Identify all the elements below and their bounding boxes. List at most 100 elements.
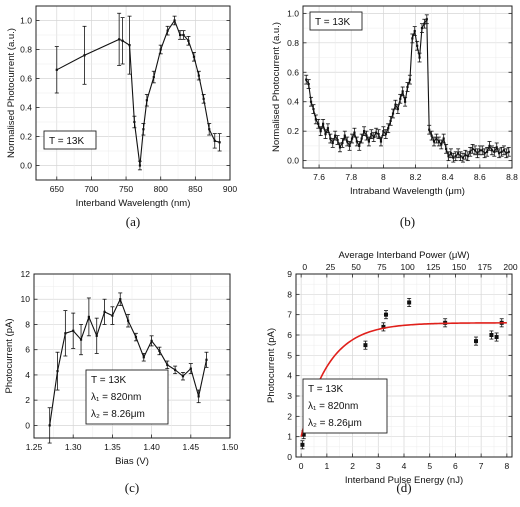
x-tick-label: 8	[504, 461, 509, 471]
data-point	[447, 155, 450, 158]
data-point	[375, 131, 378, 134]
data-point	[411, 37, 414, 40]
data-point	[490, 149, 494, 152]
data-point	[407, 300, 412, 305]
data-point	[331, 141, 334, 145]
data-point	[372, 135, 375, 139]
data-point	[381, 324, 386, 329]
data-point	[489, 333, 494, 337]
data-point	[471, 147, 474, 150]
data-point	[334, 134, 337, 137]
x-tick-label: 850	[188, 184, 202, 194]
x2-tick-label: 100	[401, 262, 415, 272]
y-tick-label: 5	[287, 350, 292, 360]
y-tick-label: 8	[25, 319, 30, 329]
x-tick-label: 4	[402, 461, 407, 471]
data-point	[377, 133, 380, 136]
data-point	[213, 139, 216, 142]
annotation-text: T = 13K	[315, 17, 350, 28]
data-point	[179, 33, 182, 37]
data-point	[192, 55, 196, 58]
series-1	[300, 322, 507, 437]
data-point	[208, 128, 211, 131]
data-point	[134, 335, 138, 339]
x-tick-label: 1.35	[104, 442, 121, 452]
data-point	[103, 310, 106, 313]
y-tick-label: 2	[25, 395, 30, 405]
data-point	[348, 144, 351, 148]
data-point	[425, 18, 428, 21]
y-tick-label: 1.0	[287, 8, 299, 18]
x2-tick-label: 25	[326, 262, 336, 272]
data-point	[461, 156, 465, 159]
panel-label: (c)	[125, 480, 139, 495]
data-point	[387, 127, 390, 130]
data-point	[48, 424, 51, 427]
grid	[303, 6, 513, 168]
x-tick-label: 1.30	[65, 442, 82, 452]
data-point	[142, 356, 145, 359]
y-axis-label: Normalised Photocurrent (a.u.)	[6, 28, 17, 158]
x-axis-label: Interband Wavelength (nm)	[76, 198, 191, 209]
data-point	[363, 343, 368, 348]
y-tick-label: 0.2	[287, 126, 299, 136]
x-tick-label: 8.8	[506, 172, 518, 182]
series-0	[304, 14, 511, 163]
data-point	[355, 140, 358, 143]
data-point	[502, 149, 506, 152]
y-tick-label: 0.0	[20, 161, 32, 171]
y-tick-label: 0.8	[20, 45, 32, 55]
x-tick-label: 8	[381, 172, 386, 182]
data-point	[218, 141, 221, 144]
data-point	[111, 314, 114, 317]
y-tick-label: 0.2	[20, 132, 32, 142]
annotation-text: λ₂ = 8.26μm	[91, 409, 145, 420]
data-point	[301, 432, 306, 437]
data-point	[187, 39, 190, 42]
x-tick-label: 1.45	[183, 442, 200, 452]
x2-tick-label: 200	[503, 262, 517, 272]
data-point	[197, 74, 200, 77]
data-point	[498, 152, 501, 155]
x-tick-label: 1	[324, 461, 329, 471]
x-tick-label: 7	[479, 461, 484, 471]
y-tick-label: 1	[287, 432, 292, 442]
data-point	[79, 338, 83, 341]
y-axis-label: Photocurrent (pA)	[266, 328, 277, 403]
data-point	[379, 140, 383, 143]
y-tick-label: 0.6	[287, 67, 299, 77]
y-tick-label: 8	[287, 289, 292, 299]
x-axis-label: Interband Pulse Energy (nJ)	[345, 475, 463, 486]
x2-tick-label: 75	[377, 262, 387, 272]
y-tick-label: 0	[287, 452, 292, 462]
annotation-text: λ₂ = 8.26μm	[308, 418, 362, 429]
x-tick-label: 650	[50, 184, 64, 194]
data-point	[367, 140, 371, 143]
data-point	[189, 367, 192, 370]
x2-tick-label: 175	[478, 262, 492, 272]
series-line	[56, 19, 220, 166]
x-tick-label: 1.40	[143, 442, 160, 452]
data-point	[435, 137, 438, 140]
data-point	[452, 156, 455, 159]
data-point	[440, 143, 443, 146]
series-0	[54, 12, 222, 171]
data-point	[464, 153, 467, 156]
panel-label: (a)	[126, 214, 140, 229]
data-point	[459, 155, 462, 158]
panel-label: (d)	[396, 480, 411, 495]
x-tick-label: 900	[223, 184, 237, 194]
annotation-text: T = 13K	[308, 384, 343, 395]
x-tick-label: 8.2	[410, 172, 422, 182]
data-point	[158, 349, 161, 353]
x2-tick-label: 50	[351, 262, 361, 272]
x2-tick-label: 150	[452, 262, 466, 272]
data-point	[126, 319, 130, 322]
annotation-text: T = 13K	[49, 136, 84, 147]
data-point	[343, 134, 346, 137]
data-point	[394, 103, 397, 106]
annotation-text: λ₁ = 820nm	[91, 392, 141, 403]
data-point	[119, 298, 122, 301]
data-point	[205, 358, 208, 361]
